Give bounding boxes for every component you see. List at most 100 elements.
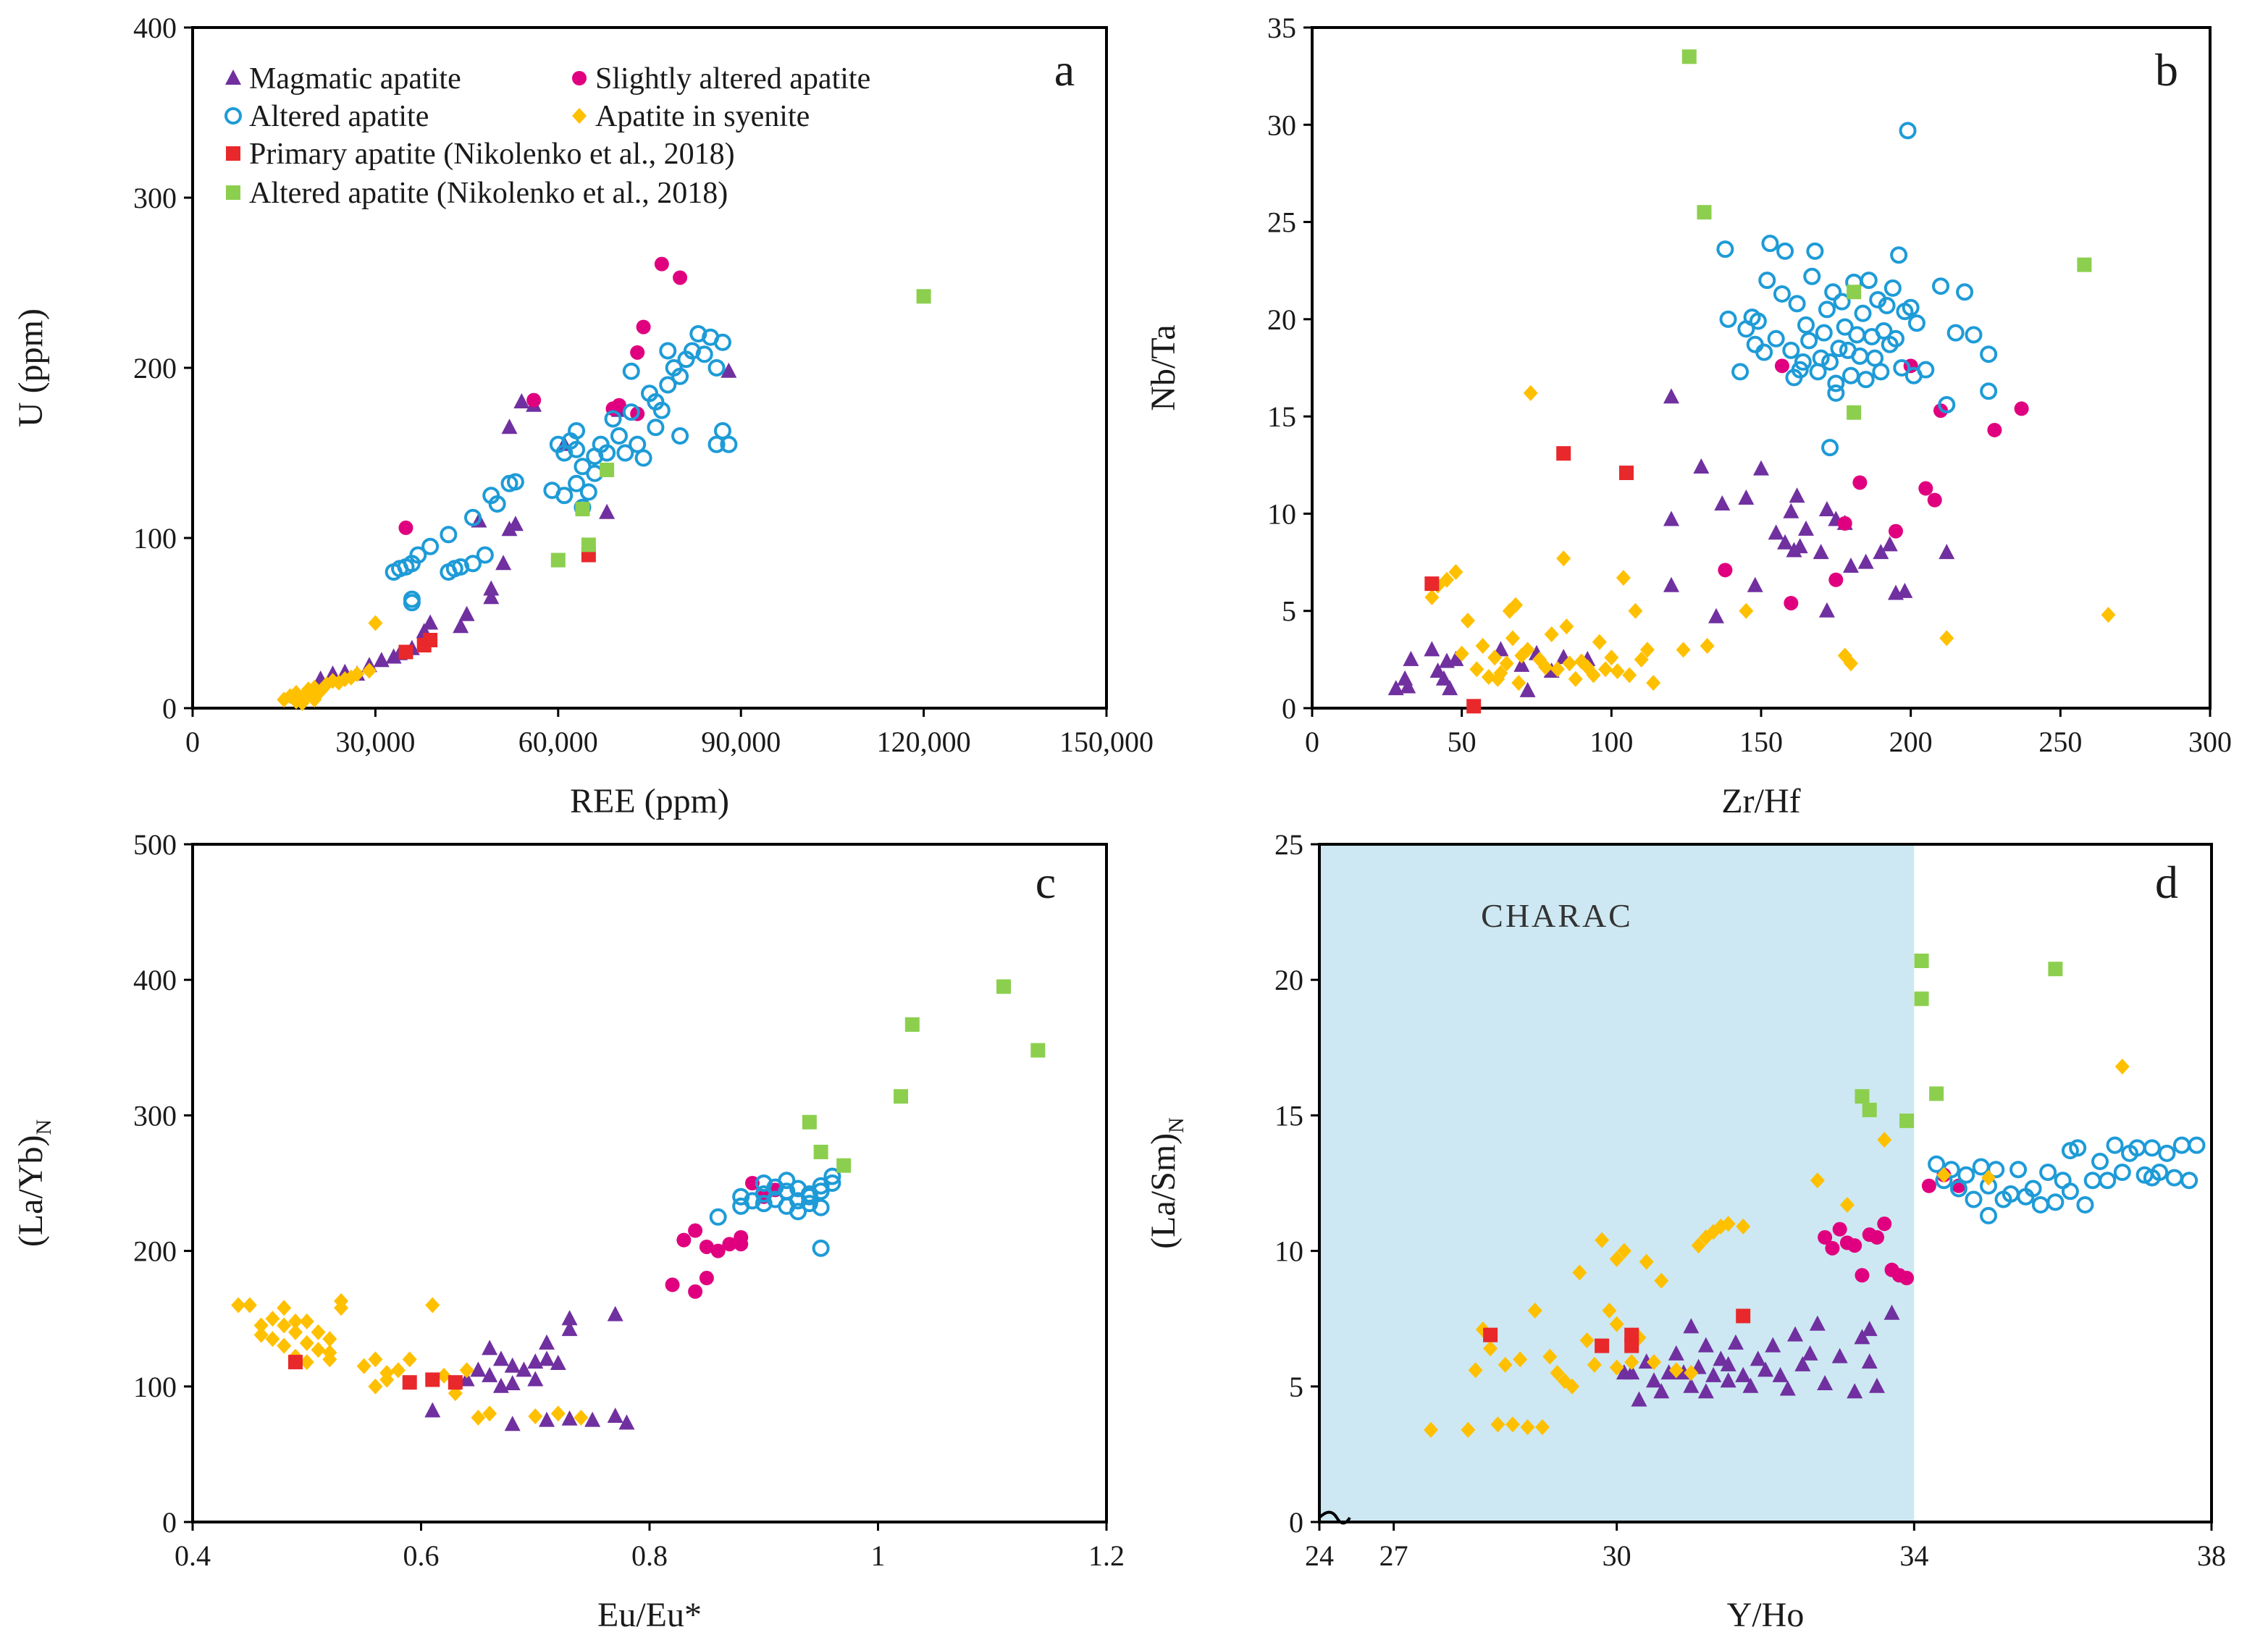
- legend-item-altered: Altered apatite: [224, 100, 429, 133]
- point-altered: [713, 421, 731, 440]
- x-tick-label-c: 0.4: [175, 1539, 211, 1572]
- point-altered: [555, 487, 574, 505]
- point-syenite: [343, 669, 358, 686]
- point-altered: [1818, 300, 1836, 319]
- point-magmatic: [1787, 1326, 1804, 1342]
- point-slightly_altered: [1847, 1238, 1862, 1253]
- x-tick-label-c: 0.8: [631, 1539, 668, 1572]
- y-tick-label-c: 300: [133, 1099, 177, 1132]
- point-syenite: [361, 663, 377, 679]
- point-altered: [695, 345, 713, 363]
- point-primary_nik: [1466, 699, 1482, 714]
- point-altered: [2076, 1195, 2094, 1214]
- point-syenite: [1839, 1196, 1855, 1213]
- point-altered: [622, 362, 640, 380]
- y-tick-label-a: 0: [162, 692, 177, 725]
- point-syenite: [1475, 638, 1490, 655]
- series-a-syenite: [277, 615, 383, 711]
- point-syenite: [1844, 655, 1858, 672]
- series-d-altered: [1928, 1136, 2206, 1224]
- point-altered_nik: [996, 979, 1012, 994]
- point-syenite: [242, 1297, 257, 1313]
- point-syenite: [307, 691, 322, 708]
- point-syenite: [1586, 667, 1601, 684]
- point-magmatic: [1881, 536, 1898, 552]
- point-altered: [1821, 353, 1839, 371]
- point-altered: [2009, 1161, 2028, 1179]
- point-magmatic: [1519, 681, 1536, 697]
- x-axis-title-d: Y/Ho: [1727, 1596, 1805, 1634]
- point-altered: [488, 495, 506, 513]
- series-b-altered_nik: [1681, 49, 2092, 420]
- x-tick-label-b: 150: [1739, 726, 1783, 758]
- point-altered: [812, 1182, 830, 1201]
- y-tick-label-d: 5: [1289, 1371, 1303, 1403]
- y-tick-label-b: 25: [1267, 206, 1296, 239]
- point-magmatic: [1442, 680, 1458, 696]
- point-magmatic: [1783, 503, 1799, 518]
- y-tick-label-c: 0: [162, 1506, 177, 1539]
- point-altered: [2180, 1172, 2198, 1190]
- point-magmatic: [424, 1402, 441, 1418]
- point-syenite: [1691, 1237, 1706, 1254]
- point-slightly_altered: [1825, 1240, 1840, 1256]
- point-altered: [1957, 1166, 1975, 1184]
- point-altered: [789, 1203, 807, 1221]
- point-magmatic: [599, 503, 616, 519]
- point-slightly_altered: [1818, 1229, 1833, 1245]
- point-magmatic: [373, 652, 390, 668]
- point-magmatic: [1883, 1304, 1900, 1320]
- x-tick-label-a: 30,000: [335, 726, 415, 758]
- x-tick-label-b: 100: [1589, 726, 1633, 758]
- legend-marker-slightly-altered: [572, 71, 587, 85]
- point-altered: [1767, 329, 1785, 348]
- point-altered: [1866, 349, 1884, 367]
- point-magmatic: [1794, 1355, 1811, 1371]
- legend-item-slightly-altered: Slightly altered apatite: [572, 62, 870, 96]
- marks-c: [231, 979, 1046, 1432]
- point-magmatic: [1777, 534, 1794, 550]
- point-altered: [1932, 277, 1949, 295]
- point-magmatic: [561, 1321, 578, 1337]
- point-syenite: [2101, 607, 2116, 623]
- point-slightly_altered: [1921, 1178, 1936, 1193]
- point-syenite: [277, 1337, 292, 1354]
- x-tick-label-d: 27: [1379, 1539, 1408, 1572]
- point-syenite: [1646, 675, 1661, 691]
- point-altered_nik: [600, 463, 615, 477]
- point-syenite: [1609, 1316, 1624, 1332]
- point-syenite: [1513, 1351, 1528, 1368]
- point-magmatic: [1668, 1345, 1684, 1361]
- point-altered_nik: [1697, 205, 1712, 220]
- point-altered: [403, 590, 421, 608]
- point-altered: [2024, 1180, 2042, 1198]
- point-syenite: [1483, 1340, 1498, 1357]
- point-syenite: [1981, 1169, 1996, 1186]
- point-altered: [2143, 1169, 2161, 1187]
- point-altered: [1928, 1155, 1946, 1173]
- legend: Magmatic apatite Slightly altered apatit…: [224, 62, 870, 210]
- point-altered_nik: [1847, 285, 1862, 300]
- y-axis-title-d: (La/Sm)N: [1144, 1117, 1188, 1249]
- point-magmatic: [1857, 553, 1874, 569]
- series-b-magmatic: [1387, 388, 1955, 697]
- point-altered: [1749, 312, 1767, 330]
- point-primary_nik: [1556, 446, 1571, 461]
- series-b-slightly_altered: [1718, 358, 2029, 610]
- point-magmatic: [1429, 662, 1446, 678]
- series-b-syenite: [1424, 384, 2116, 691]
- point-altered_nik: [1899, 1113, 1915, 1128]
- point-altered: [1812, 349, 1830, 367]
- point-altered: [1755, 343, 1773, 361]
- y-axis-title-d-main: (La/Sm): [1144, 1133, 1183, 1249]
- x-tick-label-d: 38: [2197, 1539, 2226, 1572]
- legend-item-primary-nikolenko: Primary apatite (Nikolenko et al., 2018): [226, 138, 735, 171]
- y-tick-label-d: 25: [1274, 828, 1303, 861]
- x-tick-label-d: 30: [1603, 1539, 1631, 1572]
- point-altered: [1872, 363, 1890, 381]
- point-syenite: [1559, 618, 1574, 635]
- point-altered: [812, 1177, 830, 1195]
- legend-label-syenite: Apatite in syenite: [595, 100, 810, 133]
- point-magmatic: [1705, 1366, 1722, 1382]
